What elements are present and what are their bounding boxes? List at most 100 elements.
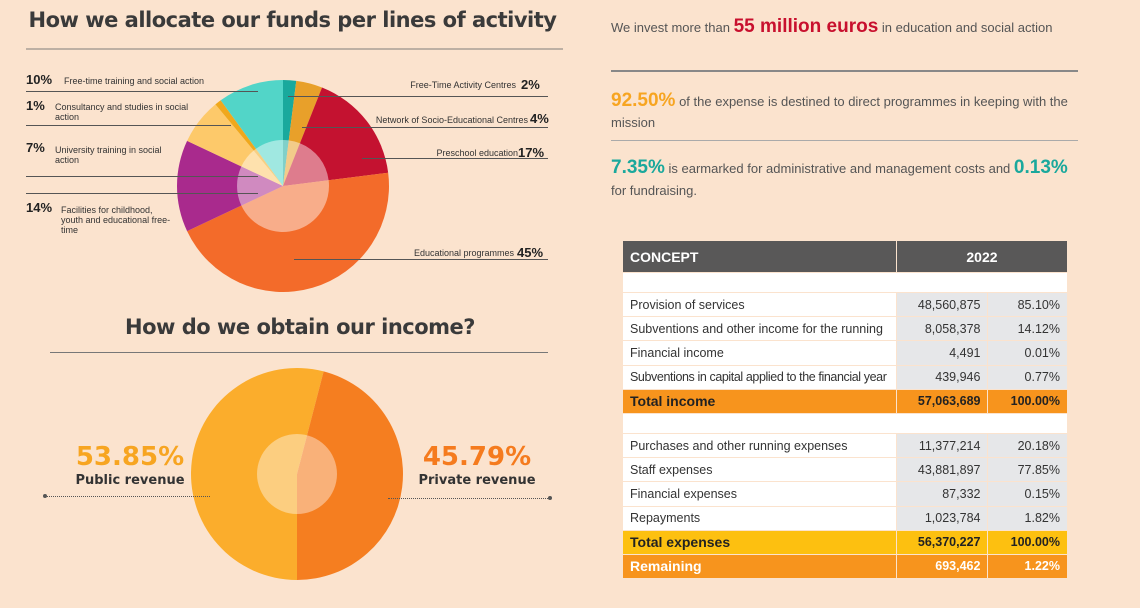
slice-free-time-training-and-social-action [220, 80, 283, 186]
label-educational-programmes: Educational programmes [413, 248, 514, 258]
total-expenses-label: Total expenses [622, 529, 897, 555]
leader-line [45, 496, 210, 497]
leader-line [26, 125, 231, 126]
row-concept: Subventions and other income for the run… [622, 316, 897, 342]
summary-fundraising-text: for fundraising. [611, 183, 697, 198]
leader-line [388, 498, 548, 499]
financial-table: CONCEPT 2022 Provision of services 48,56… [622, 240, 1069, 580]
summary-admin-costs: 7.35% is earmarked for administrative an… [611, 157, 1081, 202]
row-concept: Staff expenses [622, 457, 897, 483]
title-divider [26, 48, 563, 50]
inner-slice-consultancy-and-studies-in-social-action [253, 148, 283, 186]
label-consultancy: Consultancy and studies in social action [55, 102, 189, 122]
label-free-time-centres: Free-Time Activity Centres [410, 80, 516, 90]
slice-network-of-socio-educational-centres [283, 80, 323, 186]
inner-slice-network-of-socio-educational-centres [283, 140, 300, 186]
title-divider [50, 352, 548, 353]
summary-fundraising-pct: 0.13% [1013, 157, 1068, 178]
total-income-amount: 57,063,689 [895, 388, 989, 414]
slice-educational-programmes [187, 172, 389, 292]
row-pct: 77.85% [987, 457, 1068, 483]
public-revenue-pct: 53.85% [75, 442, 185, 472]
row-amount: 87,332 [895, 481, 989, 507]
private-revenue-label: Private revenue [418, 473, 536, 488]
leader-dot [548, 496, 552, 500]
total-expenses-amount: 56,370,227 [895, 529, 989, 555]
row-concept: Provision of services [622, 291, 897, 318]
slice-preschool-education [283, 87, 389, 186]
row-pct: 20.18% [987, 432, 1068, 459]
row-pct: 85.10% [987, 291, 1068, 318]
leader-line [288, 96, 548, 97]
row-concept: Repayments [622, 505, 897, 531]
table-row: Financial expenses 87,332 0.15% [622, 481, 1068, 507]
slice-free-time-activity-centres [283, 80, 297, 186]
leader-line [302, 127, 548, 128]
row-pct: 1.82% [987, 505, 1068, 531]
summary-investment-post: in education and social action [881, 20, 1053, 35]
leader-line [26, 91, 258, 92]
slice-public-revenue [191, 367, 324, 580]
remaining-label: Remaining [622, 553, 897, 580]
label-university-training: University training in social action [55, 145, 162, 165]
summary-investment-amount: 55 million euros [733, 16, 879, 37]
row-pct: 0.15% [987, 481, 1068, 507]
table-row: Purchases and other running expenses 11,… [622, 432, 1068, 459]
row-amount: 48,560,875 [895, 291, 989, 318]
label-pct-university-training: 7% [26, 140, 45, 155]
row-concept: Financial expenses [622, 481, 897, 507]
total-expenses-pct: 100.00% [987, 529, 1068, 555]
summary-admin-text: is earmarked for administrative and mana… [668, 161, 1011, 176]
row-pct: 14.12% [987, 316, 1068, 342]
private-revenue-pct: 45.79% [422, 442, 532, 472]
inner-slice-educational-programmes [241, 180, 329, 232]
inner-slice-university-training-in-social-action [241, 150, 283, 186]
table-row: Subventions and other income for the run… [622, 316, 1068, 342]
leader-line [362, 158, 548, 159]
table-spacer-row [622, 272, 1068, 293]
row-amount: 4,491 [895, 340, 989, 366]
remaining-amount: 693,462 [895, 553, 989, 580]
label-preschool: Preschool education [436, 148, 518, 158]
table-row: Financial income 4,491 0.01% [622, 340, 1068, 366]
total-income-pct: 100.00% [987, 388, 1068, 414]
label-pct-free-time-centres: 2% [521, 77, 540, 92]
row-concept: Financial income [622, 340, 897, 366]
inner-slice-free-time-activity-centres [283, 140, 289, 186]
row-pct: 0.77% [987, 364, 1068, 390]
header-concept: CONCEPT [622, 240, 897, 273]
row-amount: 1,023,784 [895, 505, 989, 531]
row-amount: 43,881,897 [895, 457, 989, 483]
total-expenses-row: Total expenses 56,370,227 100.00% [622, 529, 1068, 555]
table-spacer-row [622, 412, 1068, 434]
label-pct-free-time-training: 10% [26, 72, 53, 87]
summary-divider [611, 70, 1078, 72]
label-socio-educational-network: Network of Socio-Educational Centres [375, 115, 528, 125]
income-pie-center [257, 434, 337, 514]
table-header-row: CONCEPT 2022 [622, 240, 1069, 273]
row-amount: 11,377,214 [895, 432, 989, 459]
summary-direct-text: of the expense is destined to direct pro… [611, 94, 1068, 130]
row-amount: 439,946 [895, 364, 989, 390]
label-pct-preschool: 17% [518, 145, 545, 160]
summary-investment: We invest more than 55 million euros in … [611, 16, 1081, 37]
income-pie-chart [191, 367, 404, 580]
table-row: Repayments 1,023,784 1.82% [622, 505, 1068, 531]
label-free-time-training: Free-time training and social action [64, 76, 205, 86]
total-income-label: Total income [622, 388, 897, 414]
inner-slice-free-time-training-and-social-action [255, 140, 283, 186]
label-pct-educational-programmes: 45% [517, 245, 544, 260]
summary-direct-programmes: 92.50% of the expense is destined to dir… [611, 90, 1081, 133]
row-pct: 0.01% [987, 340, 1068, 366]
slice-university-training-in-social-action [187, 104, 283, 186]
row-concept: Purchases and other running expenses [622, 432, 897, 459]
summary-direct-pct: 92.50% [611, 90, 676, 111]
label-facilities: Facilities for childhood, youth and educ… [61, 205, 171, 235]
public-revenue-label: Public revenue [75, 473, 185, 488]
income-title: How do we obtain our income? [125, 315, 475, 339]
table-row: Staff expenses 43,881,897 77.85% [622, 457, 1068, 483]
total-income-row: Total income 57,063,689 100.00% [622, 388, 1068, 414]
label-pct-consultancy: 1% [26, 98, 45, 113]
row-concept: Subventions in capital applied to the fi… [622, 364, 897, 390]
summary-admin-pct: 7.35% [611, 157, 665, 178]
